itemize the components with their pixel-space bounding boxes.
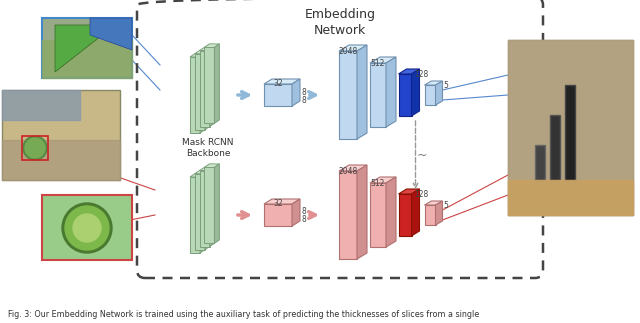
Text: Mask RCNN
Backbone: Mask RCNN Backbone xyxy=(182,138,234,158)
Polygon shape xyxy=(370,183,386,247)
Text: 5: 5 xyxy=(443,81,448,90)
Polygon shape xyxy=(386,57,396,127)
Polygon shape xyxy=(195,54,205,130)
Polygon shape xyxy=(205,170,210,250)
Polygon shape xyxy=(370,177,396,183)
Text: 2048: 2048 xyxy=(339,167,358,176)
Polygon shape xyxy=(357,165,367,259)
Polygon shape xyxy=(339,165,367,171)
Polygon shape xyxy=(264,204,292,226)
Polygon shape xyxy=(424,205,435,225)
Polygon shape xyxy=(357,45,367,139)
Polygon shape xyxy=(200,54,205,133)
Polygon shape xyxy=(435,81,442,105)
Text: 8: 8 xyxy=(302,96,307,105)
Polygon shape xyxy=(399,74,412,116)
Polygon shape xyxy=(210,167,214,246)
Text: 32: 32 xyxy=(273,79,283,88)
Text: 32: 32 xyxy=(273,199,283,208)
Polygon shape xyxy=(214,164,220,244)
Polygon shape xyxy=(535,145,545,180)
Polygon shape xyxy=(424,201,442,205)
Polygon shape xyxy=(435,201,442,225)
Polygon shape xyxy=(2,90,120,180)
Polygon shape xyxy=(370,63,386,127)
Text: 512: 512 xyxy=(371,59,385,68)
Polygon shape xyxy=(386,177,396,247)
Polygon shape xyxy=(200,47,214,51)
Circle shape xyxy=(73,214,101,242)
Polygon shape xyxy=(205,50,210,130)
Polygon shape xyxy=(339,171,357,259)
Polygon shape xyxy=(210,47,214,127)
Text: 128: 128 xyxy=(414,70,428,79)
Polygon shape xyxy=(42,18,132,78)
Polygon shape xyxy=(200,167,214,171)
Polygon shape xyxy=(399,194,412,236)
Polygon shape xyxy=(195,170,210,174)
Polygon shape xyxy=(339,45,367,51)
Polygon shape xyxy=(412,69,419,116)
Polygon shape xyxy=(204,167,214,244)
Polygon shape xyxy=(42,195,132,260)
Polygon shape xyxy=(264,199,300,204)
Text: ~: ~ xyxy=(416,149,427,162)
Polygon shape xyxy=(190,54,205,57)
Polygon shape xyxy=(55,25,115,72)
Polygon shape xyxy=(399,69,419,74)
Text: Embedding
Network: Embedding Network xyxy=(305,8,376,37)
Polygon shape xyxy=(339,51,357,139)
Polygon shape xyxy=(292,199,300,226)
Circle shape xyxy=(65,206,109,250)
Polygon shape xyxy=(550,115,560,180)
Text: 512: 512 xyxy=(371,179,385,188)
Text: 8: 8 xyxy=(302,215,307,224)
Polygon shape xyxy=(565,85,575,180)
Polygon shape xyxy=(292,79,300,106)
Polygon shape xyxy=(200,51,210,127)
Polygon shape xyxy=(90,18,132,50)
Polygon shape xyxy=(214,44,220,123)
Polygon shape xyxy=(204,164,220,167)
Polygon shape xyxy=(508,40,633,215)
Text: 5: 5 xyxy=(443,201,448,210)
Text: 128: 128 xyxy=(414,190,428,199)
Polygon shape xyxy=(370,57,396,63)
Polygon shape xyxy=(190,57,200,133)
Circle shape xyxy=(62,203,112,253)
Polygon shape xyxy=(200,171,210,246)
Polygon shape xyxy=(412,189,419,236)
Text: Fig. 3: Our Embedding Network is trained using the auxiliary task of predicting : Fig. 3: Our Embedding Network is trained… xyxy=(8,310,479,319)
Text: 8: 8 xyxy=(302,88,307,97)
Polygon shape xyxy=(264,79,300,84)
Polygon shape xyxy=(399,189,419,194)
Polygon shape xyxy=(190,173,205,177)
Polygon shape xyxy=(190,177,200,253)
Polygon shape xyxy=(195,50,210,54)
Text: 8: 8 xyxy=(302,207,307,216)
Polygon shape xyxy=(424,85,435,105)
Polygon shape xyxy=(264,84,292,106)
Polygon shape xyxy=(204,44,220,47)
Polygon shape xyxy=(204,47,214,123)
Polygon shape xyxy=(424,81,442,85)
Circle shape xyxy=(23,136,47,160)
Polygon shape xyxy=(195,174,205,250)
Circle shape xyxy=(25,138,45,158)
Polygon shape xyxy=(200,173,205,253)
Text: 2048: 2048 xyxy=(339,47,358,56)
